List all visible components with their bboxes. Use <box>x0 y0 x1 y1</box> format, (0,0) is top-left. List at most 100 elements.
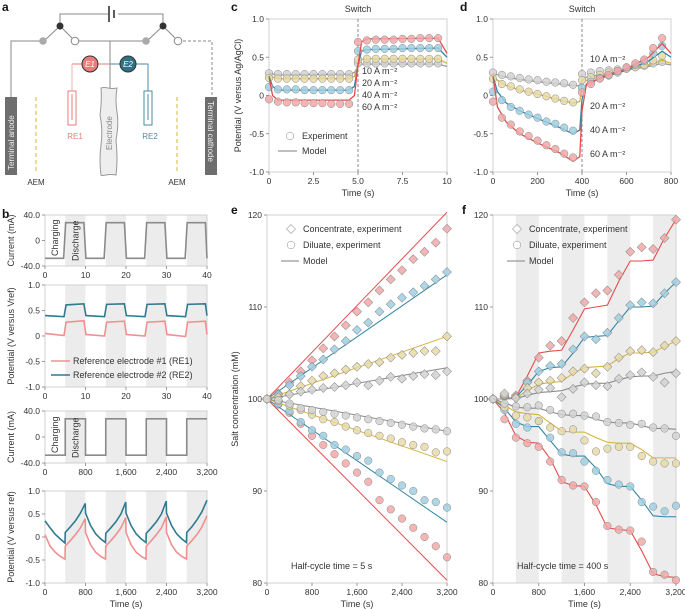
diluate-experiment-point <box>671 576 681 585</box>
experiment-point <box>551 94 560 103</box>
diluate-experiment-point <box>569 481 578 490</box>
x-tick-label: 7.5 <box>397 176 409 186</box>
diluate-experiment-point <box>534 417 543 426</box>
experiment-point <box>273 97 282 106</box>
diluate-experiment-point <box>319 407 328 416</box>
y-tick-label: 0.5 <box>28 509 40 519</box>
diluate-experiment-point <box>409 440 418 450</box>
concentrate-experiment-point <box>556 336 567 346</box>
x-tick-label: 2,400 <box>156 587 178 597</box>
x-tick-label: 0 <box>43 270 48 280</box>
experiment-point <box>362 36 371 45</box>
diluate-experiment-point <box>386 505 395 514</box>
concentrate-experiment-point <box>318 343 329 354</box>
experiment-point <box>586 79 595 89</box>
experiment-point <box>398 44 407 53</box>
diluate-experiment-point <box>603 475 612 485</box>
diluate-experiment-point <box>569 409 578 418</box>
diluate-experiment-point <box>591 447 600 456</box>
experiment-point <box>389 54 398 63</box>
concentrate-experiment-point <box>385 372 396 382</box>
discharge-shaded-band <box>186 411 207 463</box>
diluate-experiment-point <box>364 415 373 424</box>
x-tick-label: 0 <box>43 587 48 597</box>
diluate-experiment-point <box>296 404 305 413</box>
diluate-experiment-point <box>569 449 578 458</box>
x-axis-label: Time (s) <box>110 599 143 609</box>
experiment-point <box>497 96 506 105</box>
diluate-experiment-point <box>341 422 350 431</box>
concentrate-experiment-point <box>499 388 510 399</box>
diluate-experiment-point <box>637 451 646 461</box>
discharge-label: Discharge <box>70 220 80 261</box>
diluate-experiment-point <box>488 394 498 404</box>
diluate-experiment-point <box>649 567 658 577</box>
diluate-experiment-point <box>637 419 646 428</box>
panel-a-diagram: a E1 E2 Terminal anode Terminal cathode … <box>2 0 217 187</box>
x-tick-label: 40 <box>202 270 212 280</box>
experiment-point <box>362 45 371 54</box>
current-density-label: 60 A m⁻² <box>590 149 625 159</box>
experiment-point <box>327 86 336 95</box>
diluate-experiment-point <box>420 532 429 542</box>
voltmeter-e2-icon <box>119 55 137 73</box>
x-tick-label: 3,200 <box>196 467 218 477</box>
diluate-experiment-point <box>649 502 658 511</box>
electrode-label: Electrode <box>105 116 114 150</box>
concentrate-experiment-point <box>419 280 430 291</box>
concentrate-experiment-point <box>613 313 624 323</box>
diluate-experiment-point <box>330 417 339 427</box>
concentrate-experiment-point <box>671 277 681 288</box>
discharge-shaded-band <box>146 215 167 266</box>
y-tick-label: 90 <box>479 486 489 496</box>
experiment-point <box>407 54 416 63</box>
switch-title: Switch <box>345 4 372 14</box>
diluate-experiment-point <box>523 413 532 422</box>
experiment-point <box>560 96 569 105</box>
diluate-experiment-point <box>397 420 407 429</box>
concentrate-experiment-point <box>352 377 362 388</box>
terminal-anode <box>5 97 17 175</box>
current-density-label: 40 A m⁻² <box>590 125 625 135</box>
diluate-experiment-point <box>352 451 362 461</box>
experiment-point <box>389 35 398 44</box>
legend-experiment-marker <box>285 131 295 141</box>
legend-label: Model <box>303 256 328 266</box>
diluate-experiment-point <box>307 426 317 435</box>
experiment-point <box>488 97 498 106</box>
experiment-point <box>300 99 309 108</box>
charging-label: Charging <box>50 416 60 453</box>
diluate-experiment-point <box>364 477 373 486</box>
diluate-experiment-point <box>649 457 658 466</box>
concentrate-experiment-point <box>568 366 578 377</box>
diluate-experiment-point <box>614 418 623 427</box>
diluate-experiment-point <box>330 440 339 450</box>
concentrate-experiment-point <box>648 298 659 309</box>
concentrate-experiment-point <box>318 371 329 381</box>
diluate-experiment-point <box>296 417 305 427</box>
experiment-point <box>631 59 640 68</box>
experiment-point <box>362 54 371 63</box>
experiment-point <box>327 99 336 108</box>
e2-label: E2 <box>123 60 133 69</box>
concentrate-experiment-point <box>636 242 647 253</box>
diluate-experiment-point <box>580 457 589 466</box>
diluate-experiment-point <box>511 419 520 428</box>
y-tick-label: 80 <box>253 578 263 588</box>
concentrate-experiment-point <box>430 274 441 285</box>
y-tick-label: -0.5 <box>25 357 40 367</box>
experiment-point <box>336 74 345 83</box>
diluate-experiment-point <box>386 434 395 443</box>
x-tick-label: 1,600 <box>115 467 137 477</box>
concentrate-experiment-point <box>533 352 544 363</box>
diluate-experiment-point <box>319 415 328 424</box>
concentrate-experiment-point <box>568 313 578 323</box>
concentrate-experiment-point <box>522 383 533 393</box>
terminal-cathode-label: Terminal cathode <box>206 101 215 162</box>
switch-contact-right-closed <box>142 37 150 45</box>
diluate-experiment-point <box>626 482 635 491</box>
concentrate-experiment-point <box>374 357 385 368</box>
concentrate-experiment-point <box>363 317 374 328</box>
concentrate-experiment-point <box>307 384 317 395</box>
discharge-shaded-band <box>105 215 126 266</box>
